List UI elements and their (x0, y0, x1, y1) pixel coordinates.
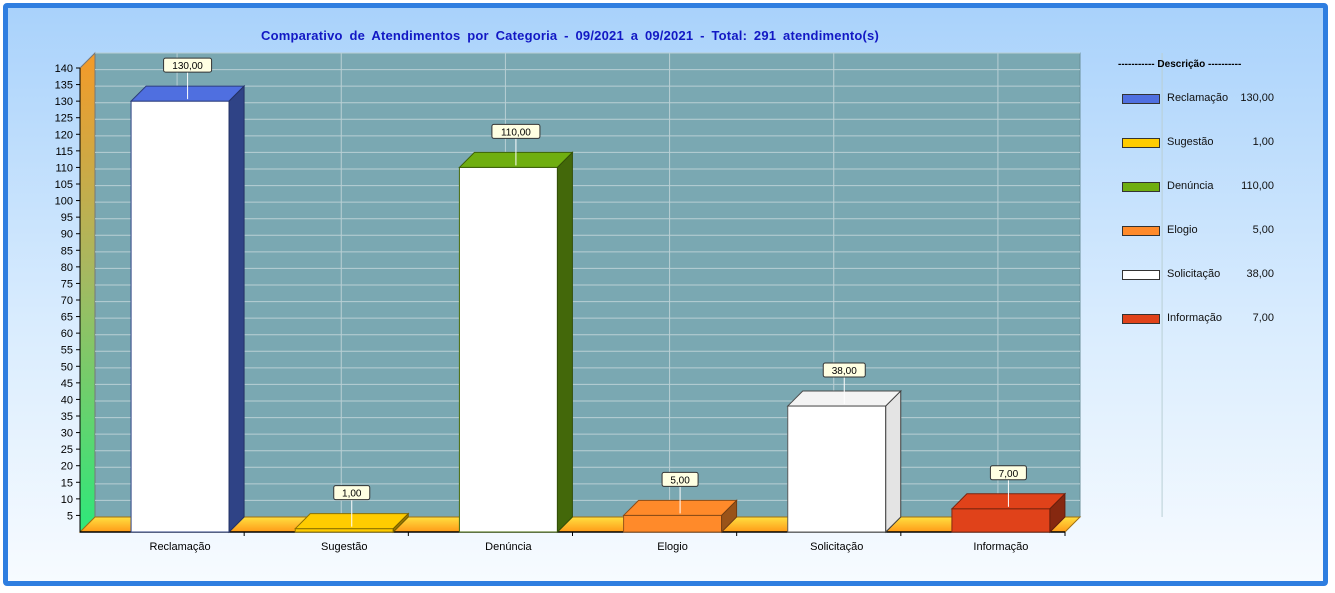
legend-swatch (1122, 182, 1160, 192)
y-tick-label: 125 (55, 113, 73, 125)
legend-label: Elogio (1167, 224, 1198, 236)
data-label: 7,00 (999, 469, 1019, 480)
y-tick-label: 80 (61, 262, 73, 274)
chart-title: Comparativo de Atendimentos por Categori… (260, 28, 879, 43)
data-label: 1,00 (342, 489, 362, 500)
legend-label: Sugestão (1167, 136, 1214, 148)
legend-swatch (1122, 314, 1160, 324)
y-tick-label: 100 (55, 196, 73, 208)
legend-value: 38,00 (1246, 268, 1274, 280)
legend-label: Solicitação (1167, 268, 1221, 280)
y-tick-label: 140 (55, 63, 73, 75)
x-tick-label: Solicitação (810, 541, 863, 553)
y-tick-label: 115 (55, 146, 73, 158)
legend-label: Informação (1167, 312, 1223, 324)
y-tick-label: 50 (61, 361, 73, 373)
bar-side (885, 389, 902, 534)
bar-denuncia (458, 151, 574, 534)
bar-reclamacao (129, 84, 246, 534)
x-tick-label: Informação (973, 541, 1028, 553)
y-tick-label: 90 (61, 229, 73, 241)
legend-value: 130,00 (1240, 92, 1274, 104)
bar-front (787, 405, 887, 533)
data-label-box (333, 485, 371, 501)
bar-side (556, 151, 573, 534)
y-tick-label: 105 (55, 179, 73, 191)
y-tick-label: 70 (61, 295, 73, 307)
data-label-box (989, 465, 1027, 481)
data-label-box (163, 57, 213, 73)
y-tick-label: 20 (61, 461, 73, 473)
y-tick-label: 45 (61, 378, 73, 390)
legend-value: 1,00 (1252, 136, 1274, 148)
y-tick-label: 110 (55, 162, 73, 174)
bar-front (458, 166, 558, 533)
bar-solicitacao (786, 389, 902, 534)
y-tick-label: 95 (61, 212, 73, 224)
legend-value: 110,00 (1241, 180, 1274, 192)
legend-value: 5,00 (1252, 224, 1274, 236)
y-tick-label: 15 (61, 477, 73, 489)
data-label-box (491, 123, 541, 139)
legend-swatch (1122, 94, 1160, 104)
y-tick-label: 85 (61, 245, 73, 257)
legend-swatch (1122, 270, 1160, 280)
legend-label: Denúncia (1167, 180, 1214, 192)
x-tick-label: Sugestão (321, 541, 367, 553)
x-tick-label: Denúncia (485, 541, 532, 553)
y-tick-label: 120 (55, 129, 73, 141)
legend-swatch (1122, 138, 1160, 148)
data-label: 5,00 (670, 475, 690, 486)
y-tick-label: 75 (61, 278, 73, 290)
y-tick-label: 10 (61, 494, 73, 506)
legend-label: Reclamação (1167, 92, 1229, 104)
left-wall (79, 51, 96, 534)
data-label: 130,00 (172, 61, 203, 72)
y-tick-label: 135 (55, 80, 73, 92)
y-tick-label: 30 (61, 428, 73, 440)
y-tick-label: 5 (67, 510, 73, 522)
bar-side (392, 512, 409, 534)
legend-value: 7,00 (1252, 312, 1274, 324)
bar-side (228, 84, 245, 534)
y-tick-label: 35 (61, 411, 73, 423)
legend-swatch (1122, 226, 1160, 236)
y-tick-label: 55 (61, 345, 73, 357)
bar-side (1049, 492, 1066, 534)
x-tick-label: Elogio (657, 541, 688, 553)
data-label: 38,00 (832, 366, 857, 377)
bar-front (951, 508, 1051, 533)
bar-front (623, 514, 723, 533)
data-label-box (822, 362, 866, 378)
bar-front (130, 100, 230, 533)
data-label-box (661, 471, 699, 487)
y-tick-label: 130 (55, 96, 73, 108)
bar-elogio (622, 499, 738, 534)
bar-side (721, 499, 738, 534)
y-tick-label: 65 (61, 312, 73, 324)
x-tick-label: Reclamação (150, 541, 211, 553)
legend-title: ----------- Descrição ---------- (1118, 59, 1242, 70)
y-tick-label: 25 (61, 444, 73, 456)
y-tick-label: 60 (61, 328, 73, 340)
data-label: 110,00 (501, 127, 531, 138)
y-tick-label: 40 (61, 394, 73, 406)
